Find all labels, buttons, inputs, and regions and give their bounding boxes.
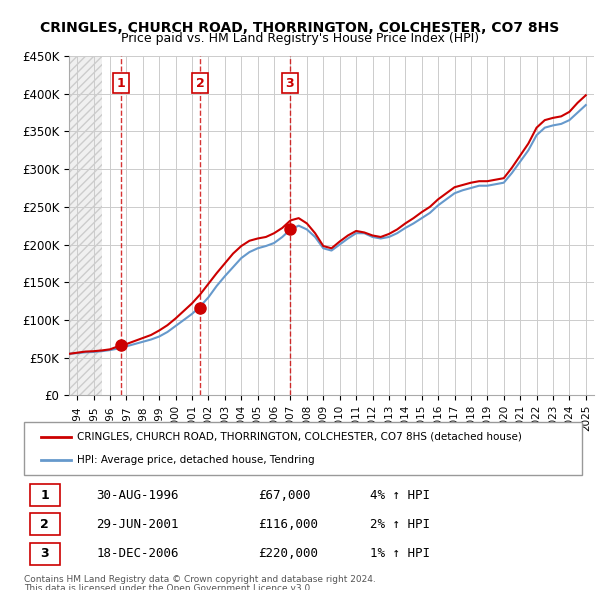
Text: 30-AUG-1996: 30-AUG-1996	[97, 489, 179, 502]
Text: This data is licensed under the Open Government Licence v3.0.: This data is licensed under the Open Gov…	[24, 584, 313, 590]
Text: 1% ↑ HPI: 1% ↑ HPI	[370, 547, 430, 560]
Text: 3: 3	[286, 77, 294, 90]
Bar	[69, 56, 102, 395]
FancyBboxPatch shape	[29, 484, 60, 506]
Text: CRINGLES, CHURCH ROAD, THORRINGTON, COLCHESTER, CO7 8HS (detached house): CRINGLES, CHURCH ROAD, THORRINGTON, COLC…	[77, 432, 522, 442]
Text: Contains HM Land Registry data © Crown copyright and database right 2024.: Contains HM Land Registry data © Crown c…	[24, 575, 376, 584]
FancyBboxPatch shape	[29, 543, 60, 565]
Text: £220,000: £220,000	[259, 547, 319, 560]
Text: CRINGLES, CHURCH ROAD, THORRINGTON, COLCHESTER, CO7 8HS: CRINGLES, CHURCH ROAD, THORRINGTON, COLC…	[40, 21, 560, 35]
Text: £67,000: £67,000	[259, 489, 311, 502]
Text: HPI: Average price, detached house, Tendring: HPI: Average price, detached house, Tend…	[77, 455, 314, 465]
Text: 29-JUN-2001: 29-JUN-2001	[97, 518, 179, 531]
Text: 18-DEC-2006: 18-DEC-2006	[97, 547, 179, 560]
FancyBboxPatch shape	[29, 513, 60, 535]
Text: 4% ↑ HPI: 4% ↑ HPI	[370, 489, 430, 502]
Text: 1: 1	[40, 489, 49, 502]
Text: 3: 3	[40, 547, 49, 560]
Text: £116,000: £116,000	[259, 518, 319, 531]
Text: Price paid vs. HM Land Registry's House Price Index (HPI): Price paid vs. HM Land Registry's House …	[121, 32, 479, 45]
FancyBboxPatch shape	[24, 422, 582, 475]
Text: 2: 2	[196, 77, 205, 90]
Text: 1: 1	[116, 77, 125, 90]
Text: 2% ↑ HPI: 2% ↑ HPI	[370, 518, 430, 531]
Text: 2: 2	[40, 518, 49, 531]
